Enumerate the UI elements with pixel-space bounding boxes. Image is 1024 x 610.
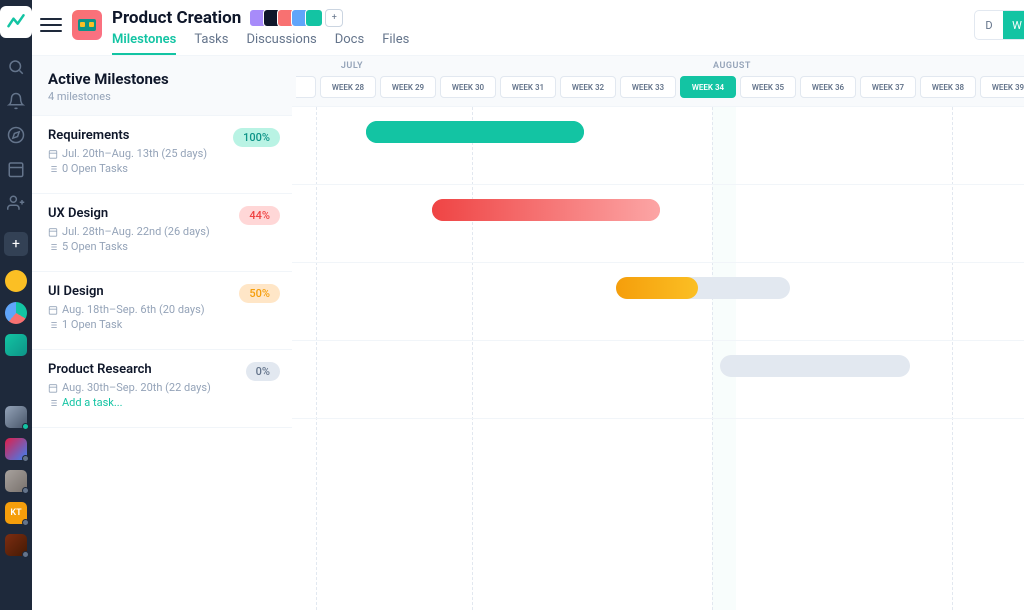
timeline-header: JULYAUGUSTSEPTEMBER WEEK 28WEEK 29WEEK 3… [292,56,1024,107]
sidebar-subtitle: 4 milestones [48,90,276,103]
app-logo[interactable] [0,6,32,38]
percent-badge: 44% [239,206,280,225]
week-label[interactable]: WEEK 39 [980,76,1024,98]
month-label: JULY [292,61,412,71]
percent-badge: 100% [233,128,280,147]
project-chip-analytics[interactable] [5,302,27,324]
compass-icon[interactable] [7,126,25,144]
project-chip-current[interactable] [5,334,27,356]
percent-badge: 50% [239,284,280,303]
milestones-sidebar: Active Milestones 4 milestones Requireme… [32,56,292,610]
milestone-date-range: Jul. 20th–Aug. 13th (25 days) [48,147,276,160]
tab-tasks[interactable]: Tasks [194,32,228,55]
calendar-icon[interactable] [7,160,25,178]
add-button[interactable]: + [4,232,28,256]
timeline-row [292,341,1024,419]
view-toggle-w[interactable]: W [1003,11,1024,39]
milestone-item[interactable]: Product Research Aug. 30th–Sep. 20th (22 … [32,350,292,428]
view-toggle-d[interactable]: D [975,11,1003,39]
add-user-icon[interactable] [7,194,25,212]
rail-nav-icons [7,58,25,212]
week-labels: WEEK 28WEEK 29WEEK 30WEEK 31WEEK 32WEEK … [292,76,1024,106]
header: Product Creation + Milestones Tasks Discus… [32,0,1024,55]
tab-files[interactable]: Files [382,32,409,55]
milestone-item[interactable]: RequirementsJul. 20th–Aug. 13th (25 days… [32,116,292,194]
timeline-body [292,107,1024,610]
tab-discussions[interactable]: Discussions [246,32,316,55]
milestone-bar-progress [616,277,698,299]
rail-avatars: KT [5,406,27,556]
week-label[interactable]: WEEK 37 [860,76,916,98]
milestone-title: Product Research [48,362,276,377]
week-label[interactable]: WEEK 29 [380,76,436,98]
week-label[interactable]: WEEK 28 [320,76,376,98]
week-label[interactable]: WEEK 30 [440,76,496,98]
milestone-bar-track[interactable] [720,355,910,377]
milestone-list: RequirementsJul. 20th–Aug. 13th (25 days… [32,116,292,610]
project-tabs: Milestones Tasks Discussions Docs Files [112,32,964,55]
user-avatar[interactable] [5,534,27,556]
add-member-button[interactable]: + [325,9,343,27]
search-icon[interactable] [7,58,25,76]
status-dot [22,487,29,494]
project-icon[interactable] [72,10,102,40]
status-dot [22,519,29,526]
milestone-date-range: Aug. 18th–Sep. 6th (20 days) [48,303,276,316]
milestone-item[interactable]: UI DesignAug. 18th–Sep. 6th (20 days)1 O… [32,272,292,350]
week-label[interactable]: WEEK 31 [500,76,556,98]
milestone-tasks: 0 Open Tasks [48,162,276,175]
status-dot [22,455,29,462]
status-dot [22,551,29,558]
milestone-tasks[interactable]: Add a task... [48,396,276,409]
milestone-item[interactable]: UX DesignJul. 28th–Aug. 22nd (26 days)5 … [32,194,292,272]
project-chip-notes[interactable] [5,270,27,292]
week-label[interactable]: WEEK 35 [740,76,796,98]
member-avatars: + [249,9,343,27]
menu-icon[interactable] [40,14,62,36]
month-labels: JULYAUGUSTSEPTEMBER [292,56,1024,76]
month-label: AUGUST [592,61,872,71]
week-label[interactable]: WEEK 32 [560,76,616,98]
milestone-tasks: 1 Open Task [48,318,276,331]
logo-icon [6,12,26,32]
milestone-date-range: Jul. 28th–Aug. 22nd (26 days) [48,225,276,238]
timeline: JULYAUGUSTSEPTEMBER WEEK 28WEEK 29WEEK 3… [292,56,1024,610]
left-rail: + KT [0,0,32,610]
member-avatar[interactable] [305,9,323,27]
tab-docs[interactable]: Docs [335,32,364,55]
timeline-row [292,107,1024,185]
tab-milestones[interactable]: Milestones [112,32,176,55]
week-label[interactable]: WEEK 36 [800,76,856,98]
main-area: Product Creation + Milestones Tasks Discus… [32,0,1024,610]
timeline-row [292,185,1024,263]
percent-badge: 0% [246,362,280,381]
milestone-bar-progress [432,199,660,221]
user-avatar[interactable] [5,470,27,492]
week-label[interactable]: WEEK 38 [920,76,976,98]
week-label[interactable] [296,76,316,98]
project-title: Product Creation [112,8,241,28]
view-toggle: DWM [974,10,1024,40]
sidebar-title: Active Milestones [48,70,276,88]
user-avatar[interactable]: KT [5,502,27,524]
sidebar-header: Active Milestones 4 milestones [32,56,292,116]
content: Active Milestones 4 milestones Requireme… [32,55,1024,610]
week-label[interactable]: WEEK 33 [620,76,676,98]
bell-icon[interactable] [7,92,25,110]
milestone-date-range: Aug. 30th–Sep. 20th (22 days) [48,381,276,394]
status-dot [22,423,29,430]
week-label[interactable]: WEEK 34 [680,76,736,98]
milestone-tasks: 5 Open Tasks [48,240,276,253]
milestone-bar-progress [366,121,584,143]
timeline-row [292,263,1024,341]
user-avatar[interactable] [5,438,27,460]
user-avatar[interactable] [5,406,27,428]
